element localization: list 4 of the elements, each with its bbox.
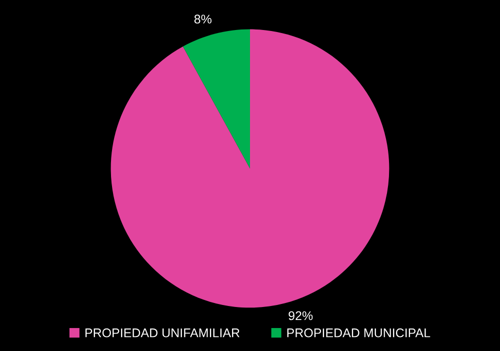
legend-label: PROPIEDAD UNIFAMILIAR [85, 328, 240, 338]
legend-label: PROPIEDAD MUNICIPAL [287, 328, 430, 338]
data-label: 92% [288, 311, 313, 320]
data-label: 8% [194, 14, 212, 24]
